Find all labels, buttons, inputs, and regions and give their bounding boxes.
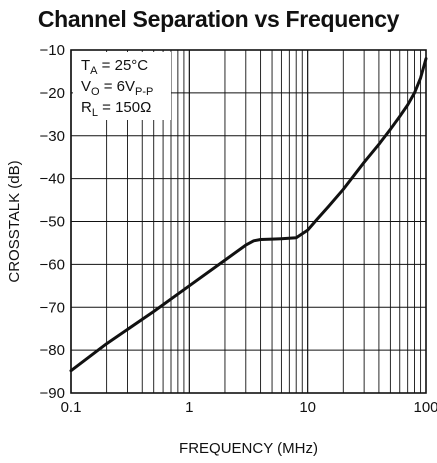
- y-tick-label: −20: [40, 85, 65, 102]
- x-tick-label: 0.1: [61, 399, 82, 416]
- chart-title: Channel Separation vs Frequency: [37, 6, 400, 32]
- y-tick-label: −40: [40, 171, 65, 188]
- x-tick-label: 1: [185, 399, 193, 416]
- plot-frame: [70, 49, 427, 394]
- conditions-annotation: TA = 25°C VO = 6VP-P RL = 150Ω: [73, 52, 171, 120]
- annotation-load: RL = 150Ω: [81, 99, 151, 119]
- x-tick-label: 10: [299, 399, 316, 416]
- annotation-temperature: TA = 25°C: [81, 57, 148, 77]
- y-tick-label: −70: [40, 299, 65, 316]
- tick-labels: 0.1 1 10 100 −10 −20 −30 −40 −50 −60 −70 −80 −90: [40, 42, 437, 416]
- y-axis-label: CROSSTALK (dB): [6, 160, 23, 282]
- x-tick-label: 100: [413, 399, 437, 416]
- y-tick-label: −30: [40, 128, 65, 145]
- annotation-voltage: VO = 6VP-P: [81, 78, 153, 98]
- x-axis-label: FREQUENCY (MHz): [179, 440, 318, 457]
- y-tick-label: −90: [40, 385, 65, 402]
- y-tick-label: −80: [40, 342, 65, 359]
- y-tick-label: −10: [40, 42, 65, 59]
- crosstalk-curve: [69, 57, 428, 373]
- y-tick-label: −60: [40, 256, 65, 273]
- y-tick-label: −50: [40, 214, 65, 231]
